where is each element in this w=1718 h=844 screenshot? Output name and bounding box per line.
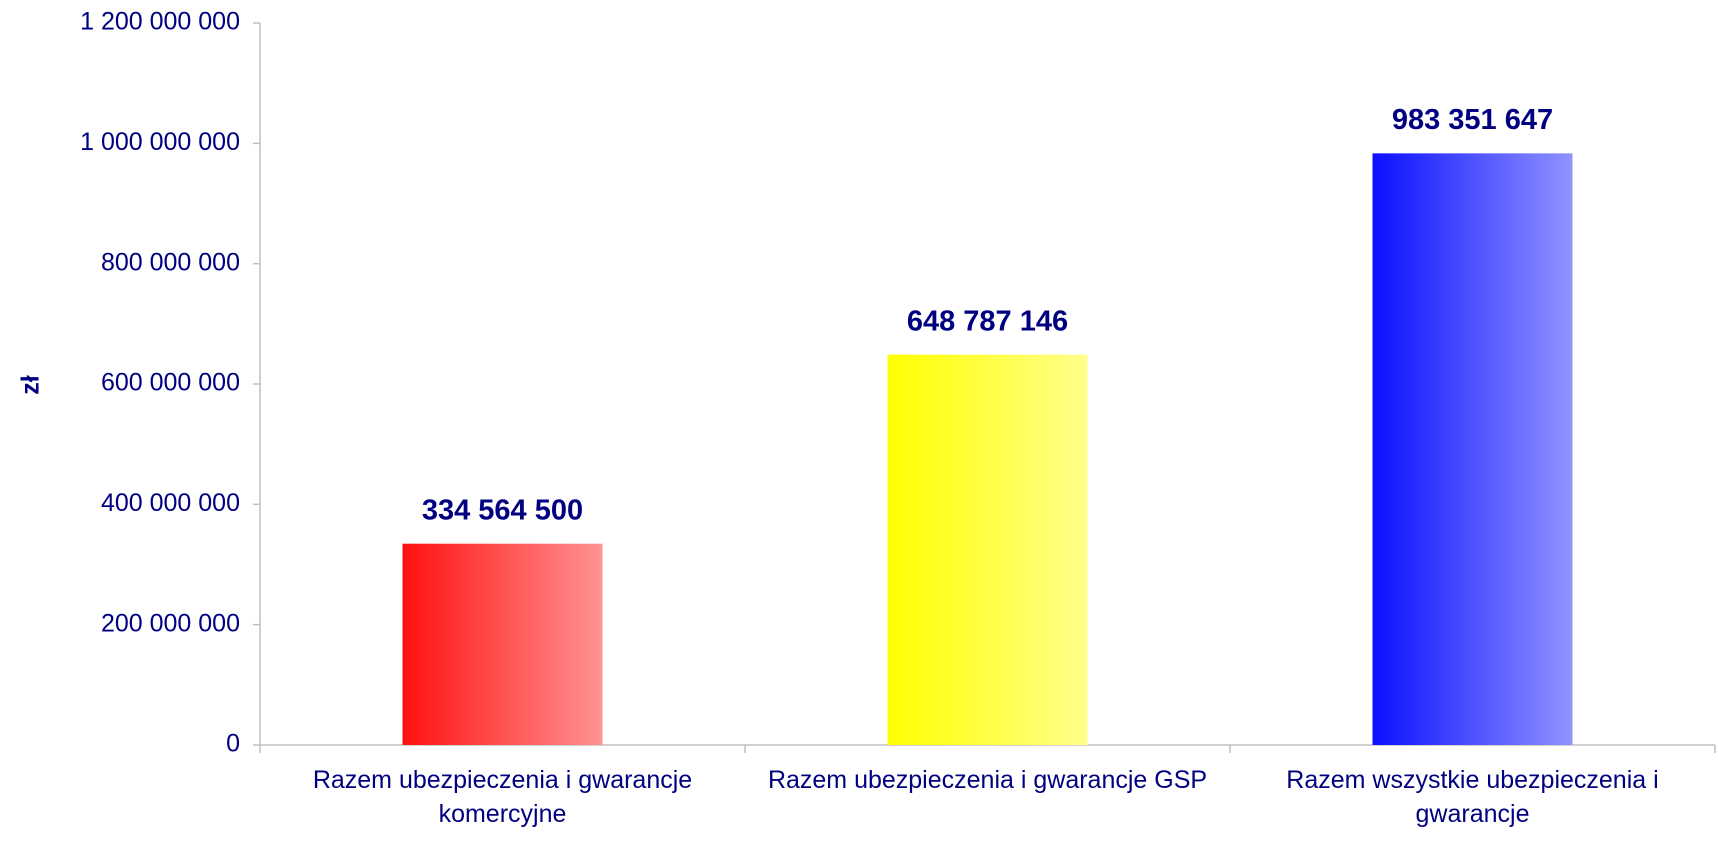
y-axis-label: zł — [17, 375, 45, 395]
x-tick-label: Razem ubezpieczenia i gwarancje komercyj… — [312, 766, 693, 828]
data-label: 983 351 647 — [1392, 104, 1553, 136]
bar — [887, 354, 1088, 745]
x-tick-label-box: Razem ubezpieczenia i gwarancje GSP — [767, 766, 1208, 794]
y-tick-label: 200 000 000 — [101, 609, 240, 637]
x-tick-label: Razem ubezpieczenia i gwarancje GSP — [767, 766, 1208, 794]
x-tick-label-box: Razem wszystkie ubezpieczenia i gwarancj… — [1286, 766, 1659, 828]
data-label: 334 564 500 — [422, 494, 583, 526]
y-tick-label: 400 000 000 — [101, 489, 240, 517]
y-tick-label: 800 000 000 — [101, 248, 240, 276]
y-tick-label: 1 200 000 000 — [80, 8, 240, 36]
bar — [1372, 153, 1573, 745]
y-tick-label: 1 000 000 000 — [80, 128, 240, 156]
bar — [402, 543, 603, 745]
y-tick-label: 600 000 000 — [101, 369, 240, 397]
x-tick-label-box: Razem ubezpieczenia i gwarancje komercyj… — [312, 766, 693, 828]
x-tick-label: Razem wszystkie ubezpieczenia i gwarancj… — [1286, 766, 1659, 828]
data-label: 648 787 146 — [907, 305, 1068, 337]
y-tick-label: 0 — [226, 730, 240, 758]
